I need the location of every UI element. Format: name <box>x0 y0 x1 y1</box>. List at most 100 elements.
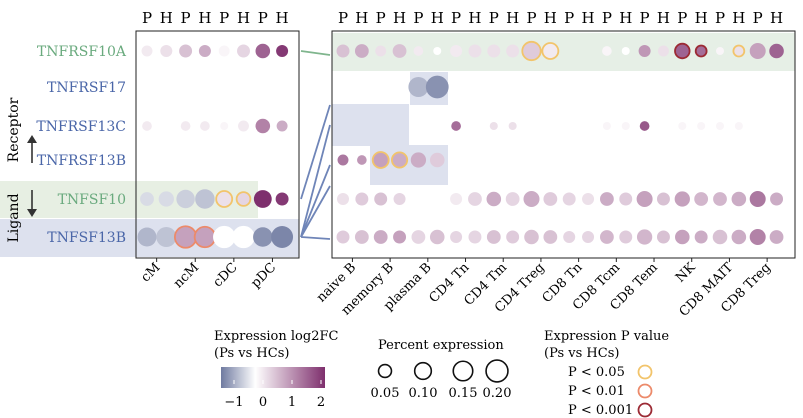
legends: −1 0 1 2 0.05 0.10 0.15 0.20 P < 0.05 P < 0.01 P <… <box>221 359 653 418</box>
myeloid-dot-r0-c2 <box>179 44 193 58</box>
lymphoid-dot-r5-c7 <box>468 230 482 244</box>
myeloid-dot-r4-c1 <box>158 191 174 207</box>
myeloid-dot-r2-c5 <box>238 120 249 132</box>
lymphoid-header-5-0: P <box>526 9 536 27</box>
lymphoid-dot-r4-c6 <box>450 193 463 205</box>
lymphoid-header-9-1: H <box>695 9 708 27</box>
myeloid-dot-r4-c6 <box>253 190 272 208</box>
size-legend-dot-3 <box>485 359 509 383</box>
lymphoid-dot-r0-c6 <box>450 45 463 57</box>
lymphoid-dot-r5-c15 <box>619 230 633 244</box>
lymphoid-dot-r5-c23 <box>769 230 784 244</box>
lymphoid-dot-r5-c17 <box>656 230 670 244</box>
lymphoid-dot-r0-c16 <box>638 45 651 57</box>
lymphoid-dot-r4-c1 <box>355 192 369 206</box>
gene-label-TNFRSF13C: TNFRSF13C <box>36 119 126 135</box>
lymphoid-dot-r4-c23 <box>770 192 784 206</box>
gene-label-TNFRSF10A: TNFRSF10A <box>37 44 127 60</box>
myeloid-dot-r1-c3 <box>200 83 209 91</box>
lymphoid-dot-r4-c17 <box>656 192 670 206</box>
lymphoid-header-10-0: P <box>715 9 725 27</box>
lymphoid-dot-r5-c13 <box>582 231 595 243</box>
highlight-backgrounds <box>0 33 795 257</box>
lymphoid-header-5-1: H <box>544 9 557 27</box>
myeloid-dot-r4-c3 <box>195 189 215 209</box>
lymphoid-header-1-0: P <box>376 9 386 27</box>
lymphoid-dot-r5-c12 <box>563 231 576 243</box>
lymphoid-dot-r4-c2 <box>374 192 388 206</box>
lymphoid-header-3-1: H <box>468 9 481 27</box>
lymphoid-header-6-0: P <box>564 9 574 27</box>
lymphoid-dot-r0-c7 <box>468 44 482 58</box>
lymphoid-celltype-label-NK: NK <box>673 260 699 286</box>
lymphoid-header-7-1: H <box>619 9 632 27</box>
lymphoid-dot-r5-c22 <box>749 229 766 245</box>
lymphoid-dot-r2-c6 <box>451 121 461 131</box>
panel-frames <box>135 30 796 259</box>
lymphoid-dot-r4-c12 <box>562 192 576 206</box>
lymphoid-dot-r4-c7 <box>468 192 482 206</box>
myeloid-celltype-label-cM: cM <box>138 260 163 285</box>
lymphoid-header-8-0: P <box>640 9 650 27</box>
lymphoid-dot-r0-c0 <box>336 44 350 58</box>
lymphoid-dot-r4-c11 <box>543 192 558 206</box>
size-legend-label-2: 0.15 <box>449 386 478 401</box>
connector-line-1 <box>300 104 331 200</box>
myeloid-dot-r2-c4 <box>220 122 229 130</box>
lymphoid-dot-r5-c0 <box>336 230 350 244</box>
gene-label-TNFRSF17: TNFRSF17 <box>47 80 126 96</box>
lymphoid-header-11-1: H <box>770 9 783 27</box>
myeloid-dot-r5-c3 <box>193 225 217 249</box>
connector-line-0 <box>300 50 331 56</box>
color-legend-label-1: 0 <box>259 395 267 410</box>
myeloid-dot-r2-c3 <box>200 121 210 131</box>
lymphoid-header-11-0: P <box>753 9 763 27</box>
myeloid-dot-r1-c0 <box>143 83 151 91</box>
lymphoid-dot-r4-c16 <box>636 191 653 207</box>
lymphoid-dot-r5-c3 <box>393 230 407 244</box>
lymphoid-dot-r2-c8 <box>489 122 498 130</box>
lymphoid-dot-r0-c9 <box>506 44 520 58</box>
myeloid-dot-r2-c7 <box>276 120 288 132</box>
color-legend-label-2: 1 <box>288 395 296 410</box>
lymphoid-header-6-1: H <box>582 9 595 27</box>
myeloid-dot-r0-c1 <box>160 45 173 57</box>
myeloid-dot-r5-c1 <box>156 227 177 247</box>
gene-label-TNFSF13B: TNFSF13B <box>47 230 126 246</box>
lymphoid-dot-r5-c18 <box>675 229 690 245</box>
lymphoid-dot-r5-c1 <box>354 230 369 244</box>
myeloid-dot-r0-c4 <box>218 45 230 57</box>
lymphoid-dot-r1-c4 <box>408 77 429 97</box>
myeloid-header-1-1: H <box>198 9 211 27</box>
lymphoid-dot-r0-c21 <box>732 44 746 58</box>
size-legend-label-0: 0.05 <box>371 386 400 401</box>
pvalue-legend-dot-p05 <box>637 364 653 380</box>
myeloid-header-0-0: P <box>142 9 152 27</box>
lymphoid-dot-r4-c9 <box>505 192 520 206</box>
lymphoid-dot-r0-c11 <box>541 42 560 60</box>
lymphoid-dot-r5-c11 <box>543 230 558 244</box>
pvalue-legend-title-1: Expression P value <box>544 329 669 344</box>
pvalue-legend-dot-p001 <box>637 402 653 418</box>
receptor-label: Receptor <box>6 97 22 162</box>
myeloid-dot-r1-c2 <box>181 83 190 91</box>
lymphoid-header-0-0: P <box>338 9 348 27</box>
lymphoid-dot-r2-c21 <box>734 122 743 130</box>
lymphoid-dot-r4-c15 <box>619 192 633 206</box>
lymphoid-dot-r0-c8 <box>487 44 501 58</box>
connector-line-3 <box>300 164 331 238</box>
lymphoid-dot-r4-c0 <box>337 193 349 205</box>
lymphoid-dot-r1-c3 <box>395 83 404 91</box>
lymphoid-dot-r2-c16 <box>639 121 650 131</box>
lymphoid-dot-r3-c5 <box>429 152 445 168</box>
pvalue-legend-label-p001: P < 0.001 <box>568 403 633 418</box>
myeloid-header-2-1: H <box>237 9 250 27</box>
receptor-arrowhead <box>27 135 37 143</box>
lymphoid-header-4-0: P <box>489 9 499 27</box>
lymphoid-dot-r3-c1 <box>357 155 367 165</box>
lymphoid-dot-r3-c4 <box>410 152 427 168</box>
pvalue-legend-title-2: (Ps vs HCs) <box>544 346 619 361</box>
lymphoid-dot-r2-c14 <box>602 122 611 130</box>
lymphoid-dot-r0-c1 <box>354 44 369 58</box>
